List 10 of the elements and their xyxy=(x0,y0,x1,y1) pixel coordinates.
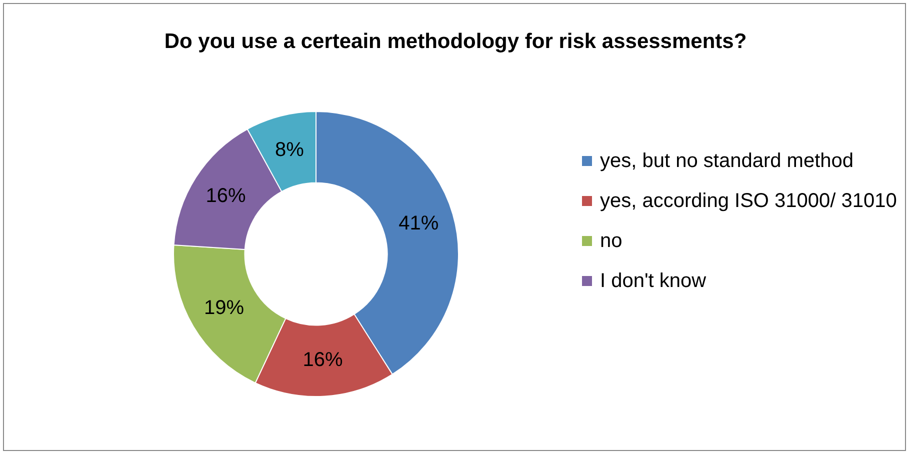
data-label: 8% xyxy=(274,139,304,161)
data-label: 41% xyxy=(398,212,439,235)
data-label: 16% xyxy=(302,349,343,372)
legend-label: no xyxy=(600,229,622,254)
legend-label: I don't know xyxy=(600,269,706,294)
chart-title: Do you use a certeain methodology for risk assessments? xyxy=(163,30,748,54)
data-label: 19% xyxy=(204,296,244,319)
data-label: 16% xyxy=(206,185,246,208)
legend-label: yes, according ISO 31000/ 31010 xyxy=(600,189,897,214)
legend-label: yes, but no standard method xyxy=(600,149,854,174)
